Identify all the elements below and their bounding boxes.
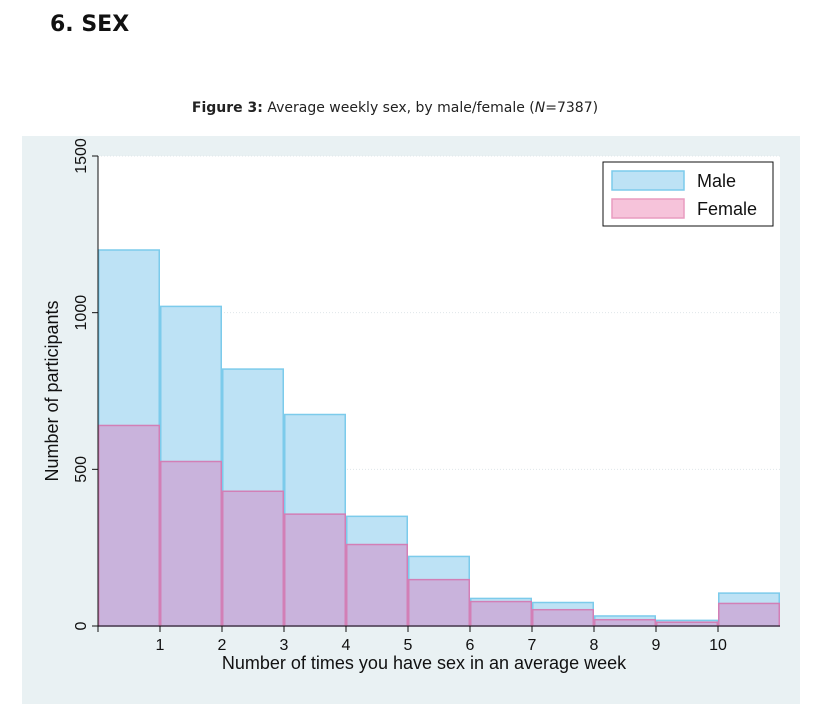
chart-panel: 0 500 1000 1500 1 2 3 4 5 6 7 8 9 10 Number of partic… xyxy=(22,136,800,704)
x-tick-label-6: 6 xyxy=(466,637,475,654)
legend-label-male: Male xyxy=(697,171,736,191)
bar-female-7 xyxy=(532,609,594,626)
x-axis-title: Number of times you have sex in an avera… xyxy=(222,653,627,673)
y-tick-label-1500: 1500 xyxy=(73,138,90,174)
legend-label-female: Female xyxy=(697,199,757,219)
bar-male-region-10 xyxy=(718,593,780,604)
x-tick-label-8: 8 xyxy=(590,637,599,654)
x-tick-label-9: 9 xyxy=(652,637,661,654)
bar-male-region-8 xyxy=(594,615,656,620)
caption-text: Average weekly sex, by male/female ( xyxy=(262,100,535,116)
bar-male-region-9 xyxy=(656,620,718,623)
x-tick-label-1: 1 xyxy=(156,637,165,654)
x-tick-label-4: 4 xyxy=(342,637,351,654)
caption-n-value: =7387) xyxy=(545,100,599,116)
bar-male-region-0 xyxy=(98,250,160,426)
bars xyxy=(98,249,780,627)
x-tick-label-10: 10 xyxy=(709,637,727,654)
bar-male-region-2 xyxy=(222,369,284,492)
bar-male-region-6 xyxy=(470,598,532,602)
figure-caption: Figure 3: Average weekly sex, by male/fe… xyxy=(0,100,790,116)
axes: 0 500 1000 1500 1 2 3 4 5 6 7 8 9 10 xyxy=(73,138,780,654)
bar-female-4 xyxy=(346,544,408,626)
histogram-chart: 0 500 1000 1500 1 2 3 4 5 6 7 8 9 10 Number of partic… xyxy=(42,138,780,673)
legend-swatch-male xyxy=(611,170,685,191)
bar-male-region-3 xyxy=(284,414,346,515)
bar-female-0 xyxy=(98,425,160,626)
bar-male-region-1 xyxy=(160,306,222,462)
bar-male-region-5 xyxy=(408,556,470,580)
y-axis-title: Number of participants xyxy=(42,300,62,481)
y-tick-label-500: 500 xyxy=(73,456,90,483)
legend: Male Female xyxy=(602,161,774,227)
bar-female-1 xyxy=(160,461,222,626)
bar-female-5 xyxy=(408,579,470,626)
bar-female-10 xyxy=(718,603,780,626)
x-tick-label-2: 2 xyxy=(218,637,227,654)
caption-n-symbol: N xyxy=(534,100,546,116)
bar-male-region-7 xyxy=(532,602,594,610)
figure-label: Figure 3: xyxy=(191,100,263,116)
x-tick-label-5: 5 xyxy=(404,637,413,654)
bar-male-region-4 xyxy=(346,516,408,545)
legend-swatch-female xyxy=(611,198,685,219)
bar-female-2 xyxy=(222,491,284,626)
bar-female-9 xyxy=(656,622,718,626)
y-tick-label-0: 0 xyxy=(73,621,90,630)
bar-female-8 xyxy=(594,619,656,626)
x-tick-label-7: 7 xyxy=(528,637,537,654)
section-title: 6. SEX xyxy=(50,12,130,37)
x-tick-label-3: 3 xyxy=(280,637,289,654)
bar-female-6 xyxy=(470,601,532,626)
bar-female-3 xyxy=(284,514,346,626)
y-tick-label-1000: 1000 xyxy=(73,295,90,331)
